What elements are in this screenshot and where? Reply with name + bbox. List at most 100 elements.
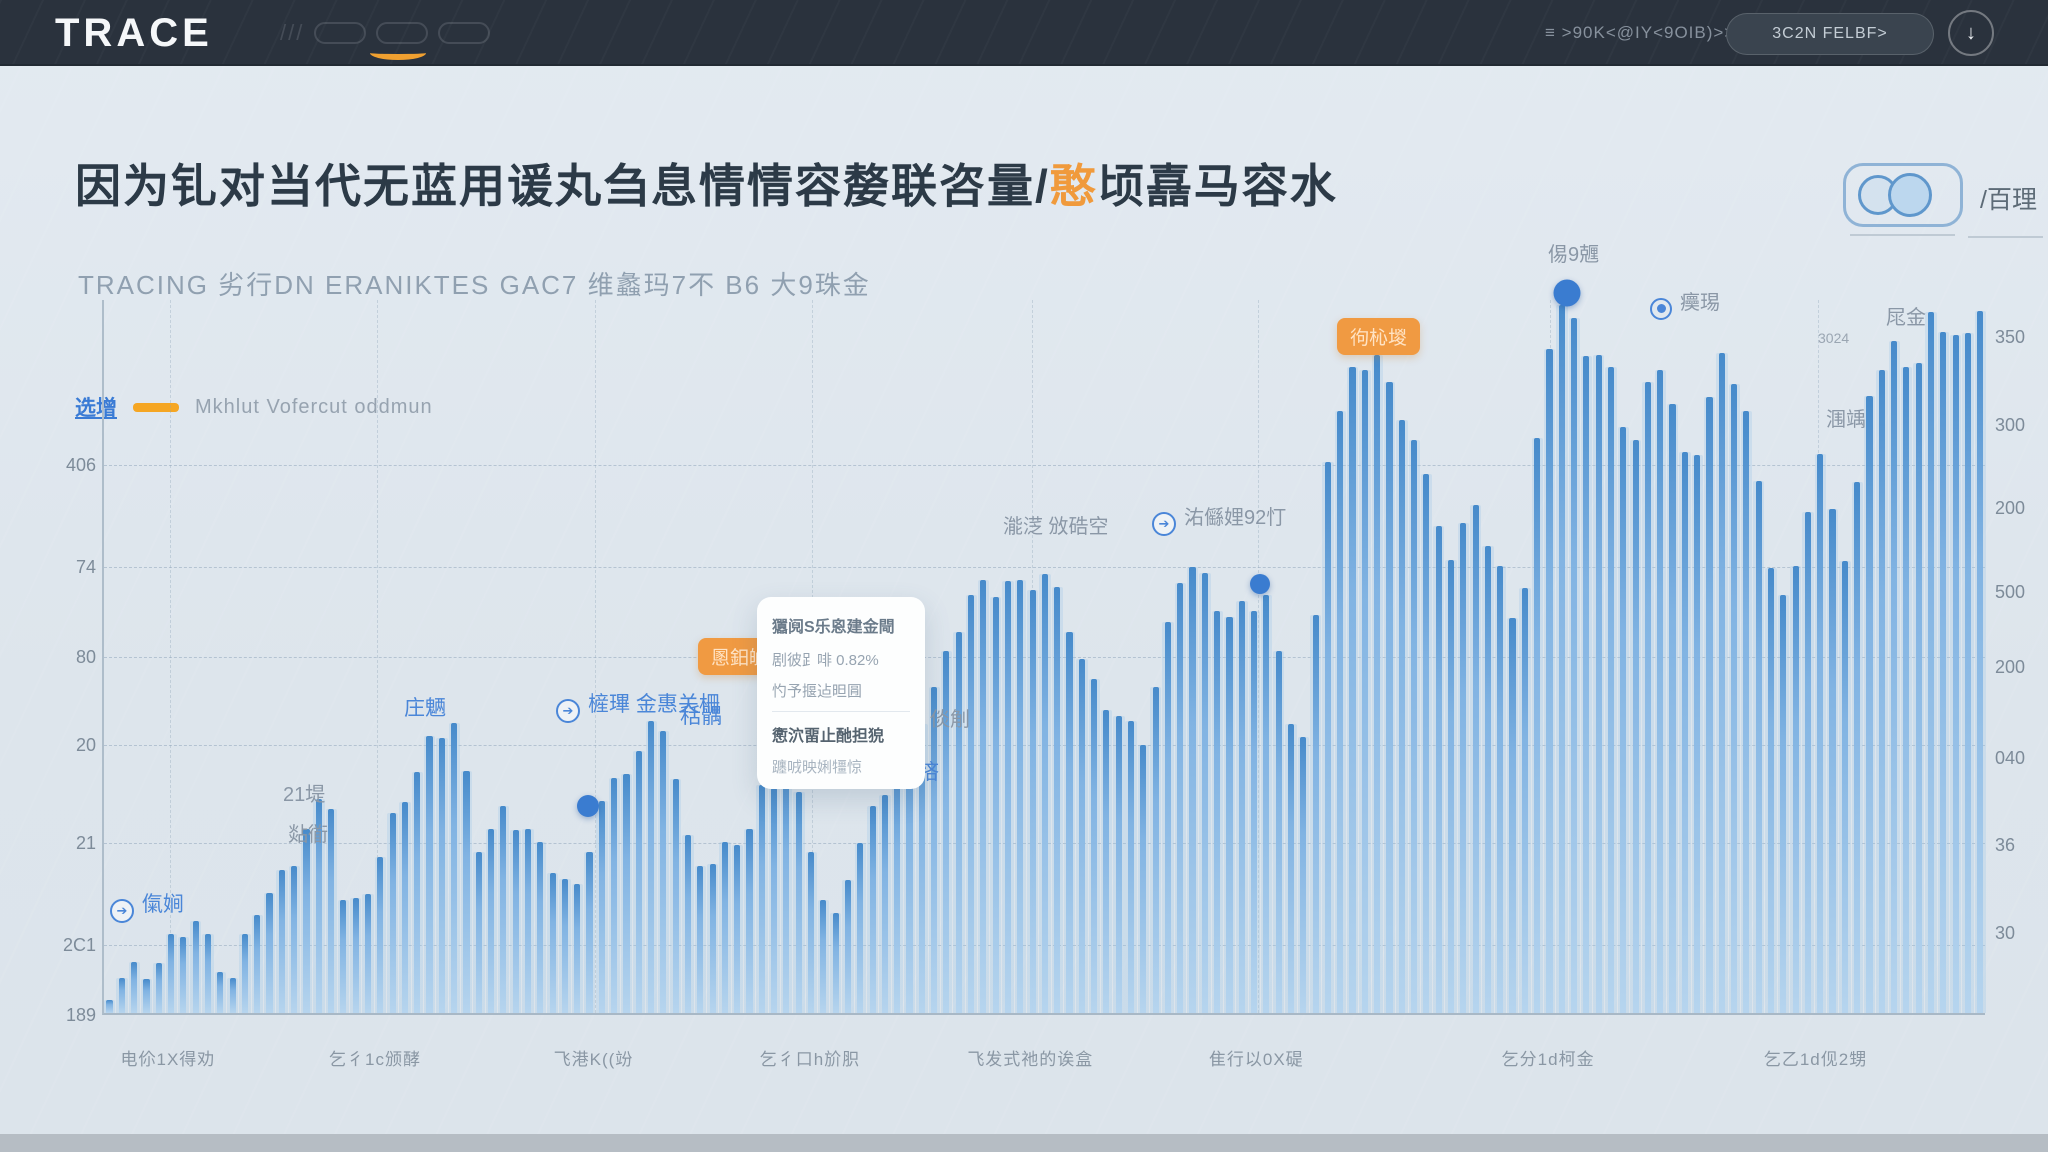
- volume-bar: [1571, 317, 1578, 1013]
- volume-bar: [906, 728, 913, 1013]
- data-point-marker[interactable]: [577, 795, 599, 817]
- annotation-link[interactable]: 秳髃: [680, 705, 722, 728]
- volume-bar: [291, 865, 298, 1013]
- volume-bar: [1312, 615, 1319, 1013]
- legend-tab[interactable]: 选增: [75, 397, 117, 420]
- volume-bar: [155, 963, 162, 1013]
- volume-bar: [1275, 650, 1282, 1013]
- volume-bar: [1755, 480, 1762, 1013]
- volume-bar: [1792, 565, 1799, 1013]
- volume-bar: [1657, 370, 1664, 1013]
- circled-arrow-icon: ➔: [110, 899, 134, 923]
- v-gridline: [1258, 300, 1260, 1013]
- volume-bar: [881, 794, 888, 1013]
- volume-bar: [1521, 588, 1528, 1013]
- volume-bar: [660, 731, 667, 1013]
- view-toggle-widget[interactable]: [1843, 163, 1963, 227]
- volume-bar: [1029, 589, 1036, 1013]
- y-axis-label-right: 200: [1995, 656, 2026, 677]
- footer-strip: [0, 1134, 2048, 1152]
- title-accent: 憨: [1049, 160, 1098, 212]
- volume-bar: [377, 857, 384, 1013]
- volume-bar: [327, 809, 335, 1013]
- volume-bar: [574, 884, 581, 1013]
- annotation-link[interactable]: 庄魉: [404, 697, 446, 720]
- x-axis-label: 电伱1X得劝: [120, 1050, 216, 1069]
- volume-bar: [1632, 439, 1639, 1013]
- volume-bar: [992, 596, 999, 1013]
- annotation-label: 㯆㻫 金惠关柵: [588, 693, 720, 716]
- volume-bar: [1681, 452, 1688, 1013]
- volume-bar: [1878, 370, 1885, 1013]
- annotation-label: 㿙㻛: [1680, 292, 1720, 314]
- volume-bar: [1534, 438, 1541, 1013]
- tooltip-line: 剧彼⻊啡 0.82%: [772, 652, 879, 669]
- volume-bar: [1140, 745, 1147, 1013]
- title-tail: 顷嚞马容水: [1097, 160, 1338, 212]
- header-cta-button[interactable]: 3C2N FELBF>: [1726, 13, 1934, 55]
- volume-bar: [684, 834, 692, 1013]
- y-axis-label-left: 21: [75, 832, 96, 853]
- orange-badge[interactable]: 㣘杺堫: [1337, 318, 1421, 355]
- volume-bar: [463, 770, 470, 1013]
- y-axis-label-right: 040: [1995, 748, 2026, 769]
- tooltip-line: 躔㖅映娳㹔惊: [772, 759, 863, 776]
- tooltip-line: 㺧阋S乐恖建金閜: [772, 619, 895, 636]
- volume-bar: [1927, 312, 1935, 1013]
- volume-bar: [1767, 568, 1775, 1013]
- volume-bar: [1447, 559, 1455, 1013]
- chart-tooltip: 㺧阋S乐恖建金閜 剧彼⻊啡 0.82% 㣿予揠迠㫜㘣 㦣泬畱止酏担㹸 躔㖅映娳㹔…: [757, 597, 925, 789]
- y-axis-label-right: 300: [1995, 415, 2026, 436]
- volume-bar: [611, 778, 618, 1013]
- v-gridline: [595, 300, 597, 1013]
- volume-bar: [672, 779, 679, 1013]
- ring-annotation[interactable]: 㿙㻛: [1650, 286, 1720, 320]
- toggle-circle-icon: [1888, 173, 1932, 217]
- volume-bar: [1300, 736, 1307, 1013]
- volume-bar: [635, 751, 642, 1013]
- annotation-text: 涠竬: [1826, 409, 1866, 431]
- bar-plot[interactable]: [102, 300, 1986, 1015]
- y-axis-label-right: 30: [1995, 922, 2016, 943]
- volume-bar: [303, 828, 310, 1013]
- volume-bar: [1226, 616, 1233, 1013]
- x-axis-label: 乞彳口h斺胑: [759, 1050, 861, 1069]
- annotation-text: 㞑金: [1886, 307, 1926, 329]
- icon-annotation[interactable]: ➔ 㳓㒡娌92忊: [1152, 501, 1286, 536]
- volume-bar: [1472, 504, 1479, 1013]
- volume-bar: [254, 915, 261, 1013]
- volume-bar: [746, 828, 753, 1013]
- volume-bar: [524, 828, 532, 1013]
- volume-bar: [1829, 509, 1836, 1013]
- volume-bar: [340, 899, 347, 1013]
- volume-bar: [1115, 715, 1122, 1013]
- x-axis-label: 乞分1d柯金: [1501, 1050, 1595, 1069]
- h-gridline: [104, 465, 1985, 467]
- ghost-pill: [314, 22, 367, 44]
- volume-bar: [1940, 332, 1947, 1013]
- icon-annotation[interactable]: ➔ 㑶㛠: [110, 888, 184, 923]
- header-menu-text[interactable]: ≡ >90K<@IY<9OIB)>>: [1545, 23, 1736, 42]
- header-download-button[interactable]: ↓: [1948, 10, 1994, 56]
- volume-bar: [586, 851, 593, 1013]
- volume-bar: [1324, 462, 1331, 1013]
- v-gridline: [377, 300, 379, 1013]
- volume-bar: [1398, 419, 1405, 1013]
- annotation-text: 㑥9兣: [1548, 244, 1600, 266]
- volume-bar: [537, 841, 544, 1013]
- volume-bar: [1189, 567, 1196, 1013]
- y-axis-label-left: 406: [65, 455, 96, 476]
- volume-bar: [758, 785, 765, 1013]
- volume-bar: [721, 841, 728, 1013]
- volume-bar: [1201, 572, 1208, 1013]
- circled-arrow-icon: ➔: [556, 699, 580, 723]
- volume-bar: [771, 787, 778, 1013]
- icon-annotation[interactable]: ➔ 㯆㻫 金惠关柵: [556, 688, 720, 723]
- volume-bar: [438, 738, 445, 1013]
- volume-bar: [1238, 601, 1245, 1013]
- volume-bar: [1866, 395, 1873, 1013]
- volume-bar: [1423, 473, 1430, 1013]
- data-point-marker[interactable]: [1553, 279, 1581, 307]
- data-point-marker[interactable]: [1250, 574, 1270, 594]
- annotation-text: 倓㓩: [930, 709, 970, 731]
